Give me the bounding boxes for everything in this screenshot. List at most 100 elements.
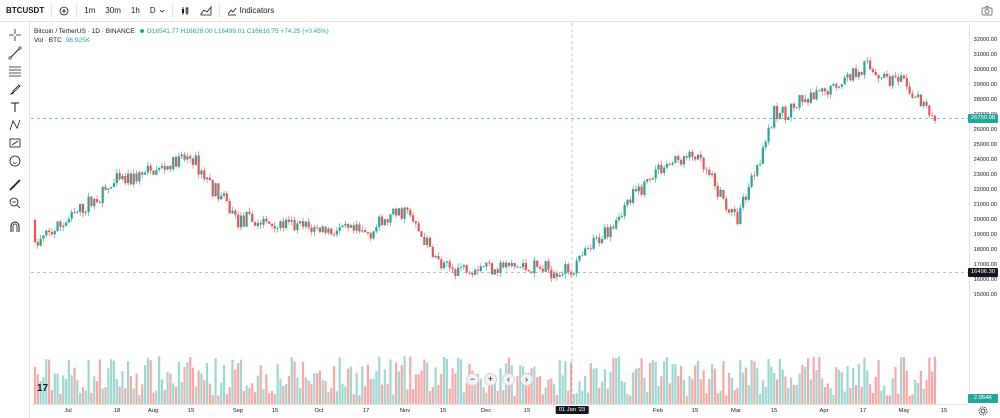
scroll-right-button[interactable]: › bbox=[520, 373, 533, 386]
candle-body bbox=[493, 269, 496, 275]
trend-line-icon[interactable] bbox=[8, 46, 22, 60]
volume-bar bbox=[395, 362, 398, 404]
volume-bar bbox=[538, 375, 542, 404]
candle-body bbox=[146, 165, 149, 173]
interval-1m[interactable]: 1m bbox=[84, 6, 96, 15]
candle-body bbox=[338, 227, 341, 231]
drawing-toolbar bbox=[0, 22, 30, 418]
volume-bar bbox=[575, 393, 578, 404]
interval-d[interactable]: D bbox=[145, 0, 170, 22]
candle-body bbox=[770, 127, 773, 129]
candle-body bbox=[860, 72, 863, 75]
candle-body bbox=[363, 230, 367, 232]
measure-icon[interactable] bbox=[8, 136, 22, 150]
volume-bar bbox=[911, 394, 914, 404]
interval-1h[interactable]: 1h bbox=[130, 6, 140, 15]
candle-body bbox=[361, 230, 364, 232]
candle-body bbox=[863, 61, 866, 75]
time-tick-label: Dec bbox=[480, 408, 492, 414]
candle-body bbox=[536, 260, 539, 267]
candle-body bbox=[440, 259, 443, 269]
candle-body bbox=[496, 269, 499, 273]
price-axis[interactable]: 32000.00 31000.00 30000.00 29000.00 28000.00… bbox=[969, 23, 1000, 404]
tradingview-logo: 17 bbox=[37, 383, 49, 394]
volume-bar bbox=[806, 358, 810, 404]
volume-bar bbox=[355, 373, 358, 404]
candle-body bbox=[104, 186, 107, 190]
volume-bar bbox=[347, 368, 350, 404]
volume-bar bbox=[299, 388, 302, 404]
candle-body bbox=[299, 221, 302, 224]
time-axis[interactable]: 01 Jan '23 Jul 18 Aug 15 Sep 15 Oct 17 Nov 15 Dec 1… bbox=[31, 404, 969, 418]
candle-body bbox=[70, 212, 73, 219]
candle-body bbox=[533, 260, 536, 274]
volume-bar bbox=[50, 389, 54, 404]
zoom-in-button[interactable]: + bbox=[484, 373, 497, 386]
magnet-icon[interactable] bbox=[8, 220, 22, 234]
candle-body bbox=[194, 155, 197, 165]
candle-body bbox=[93, 199, 96, 207]
scroll-left-button[interactable]: ‹ bbox=[502, 373, 515, 386]
price-tick-label: 24000.00 bbox=[973, 157, 997, 163]
candle-body bbox=[905, 78, 908, 87]
volume-bar bbox=[626, 394, 629, 404]
candle-body bbox=[220, 195, 223, 200]
candle-body bbox=[301, 221, 305, 227]
candle-body bbox=[152, 170, 155, 175]
candle-body bbox=[490, 263, 494, 275]
brush-icon[interactable] bbox=[8, 82, 22, 96]
add-compare-button[interactable] bbox=[54, 0, 74, 22]
candle-body bbox=[143, 172, 147, 175]
volume-bar bbox=[493, 375, 496, 404]
volume-bar bbox=[64, 379, 68, 404]
chart-type-button[interactable] bbox=[175, 0, 195, 22]
indicators-button[interactable]: Indicators bbox=[222, 0, 280, 22]
candle-body bbox=[507, 262, 511, 266]
candle-body bbox=[454, 269, 457, 276]
volume-bar bbox=[166, 371, 169, 404]
volume-bar bbox=[854, 385, 858, 404]
candle-body bbox=[916, 94, 920, 97]
candle-body bbox=[234, 210, 237, 215]
text-icon[interactable] bbox=[8, 100, 22, 114]
zoom-out-button[interactable]: − bbox=[466, 373, 479, 386]
candle-body bbox=[674, 156, 677, 163]
volume-bar bbox=[609, 372, 612, 404]
camera-icon[interactable] bbox=[980, 4, 994, 18]
candle-body bbox=[835, 83, 838, 88]
volume-bar bbox=[155, 390, 158, 404]
volume-bar bbox=[592, 368, 595, 404]
volume-bar bbox=[440, 373, 443, 404]
candle-body bbox=[265, 218, 268, 222]
time-tick-label: Sep bbox=[232, 408, 244, 414]
candle-body bbox=[837, 86, 841, 88]
area-chart-button[interactable] bbox=[195, 0, 217, 22]
crosshair-icon[interactable] bbox=[8, 28, 22, 42]
volume-bar bbox=[194, 386, 197, 404]
symbol-search[interactable]: BTCUSDT bbox=[6, 6, 45, 15]
volume-bar bbox=[857, 364, 860, 404]
price-chart[interactable] bbox=[31, 23, 969, 404]
candle-body bbox=[253, 221, 257, 226]
volume-bar bbox=[253, 392, 257, 404]
candle-body bbox=[341, 225, 344, 228]
pattern-icon[interactable] bbox=[8, 118, 22, 132]
emoji-icon[interactable] bbox=[8, 154, 22, 168]
zoom-icon[interactable] bbox=[8, 196, 22, 210]
candle-body bbox=[739, 207, 742, 225]
candle-body bbox=[555, 273, 559, 277]
candle-body bbox=[933, 115, 937, 121]
volume-bar bbox=[138, 394, 141, 404]
candle-body bbox=[107, 188, 110, 190]
ruler-icon[interactable] bbox=[8, 178, 22, 192]
candle-body bbox=[629, 199, 632, 203]
candle-body bbox=[231, 210, 234, 214]
candle-body bbox=[758, 163, 762, 165]
volume-bar bbox=[259, 365, 262, 404]
candle-body bbox=[284, 219, 288, 228]
settings-icon[interactable] bbox=[978, 406, 988, 416]
fib-icon[interactable] bbox=[8, 64, 22, 78]
last-price-badge: 26750.98 bbox=[968, 114, 998, 124]
candle-body bbox=[880, 77, 883, 79]
interval-30m[interactable]: 30m bbox=[105, 6, 121, 15]
